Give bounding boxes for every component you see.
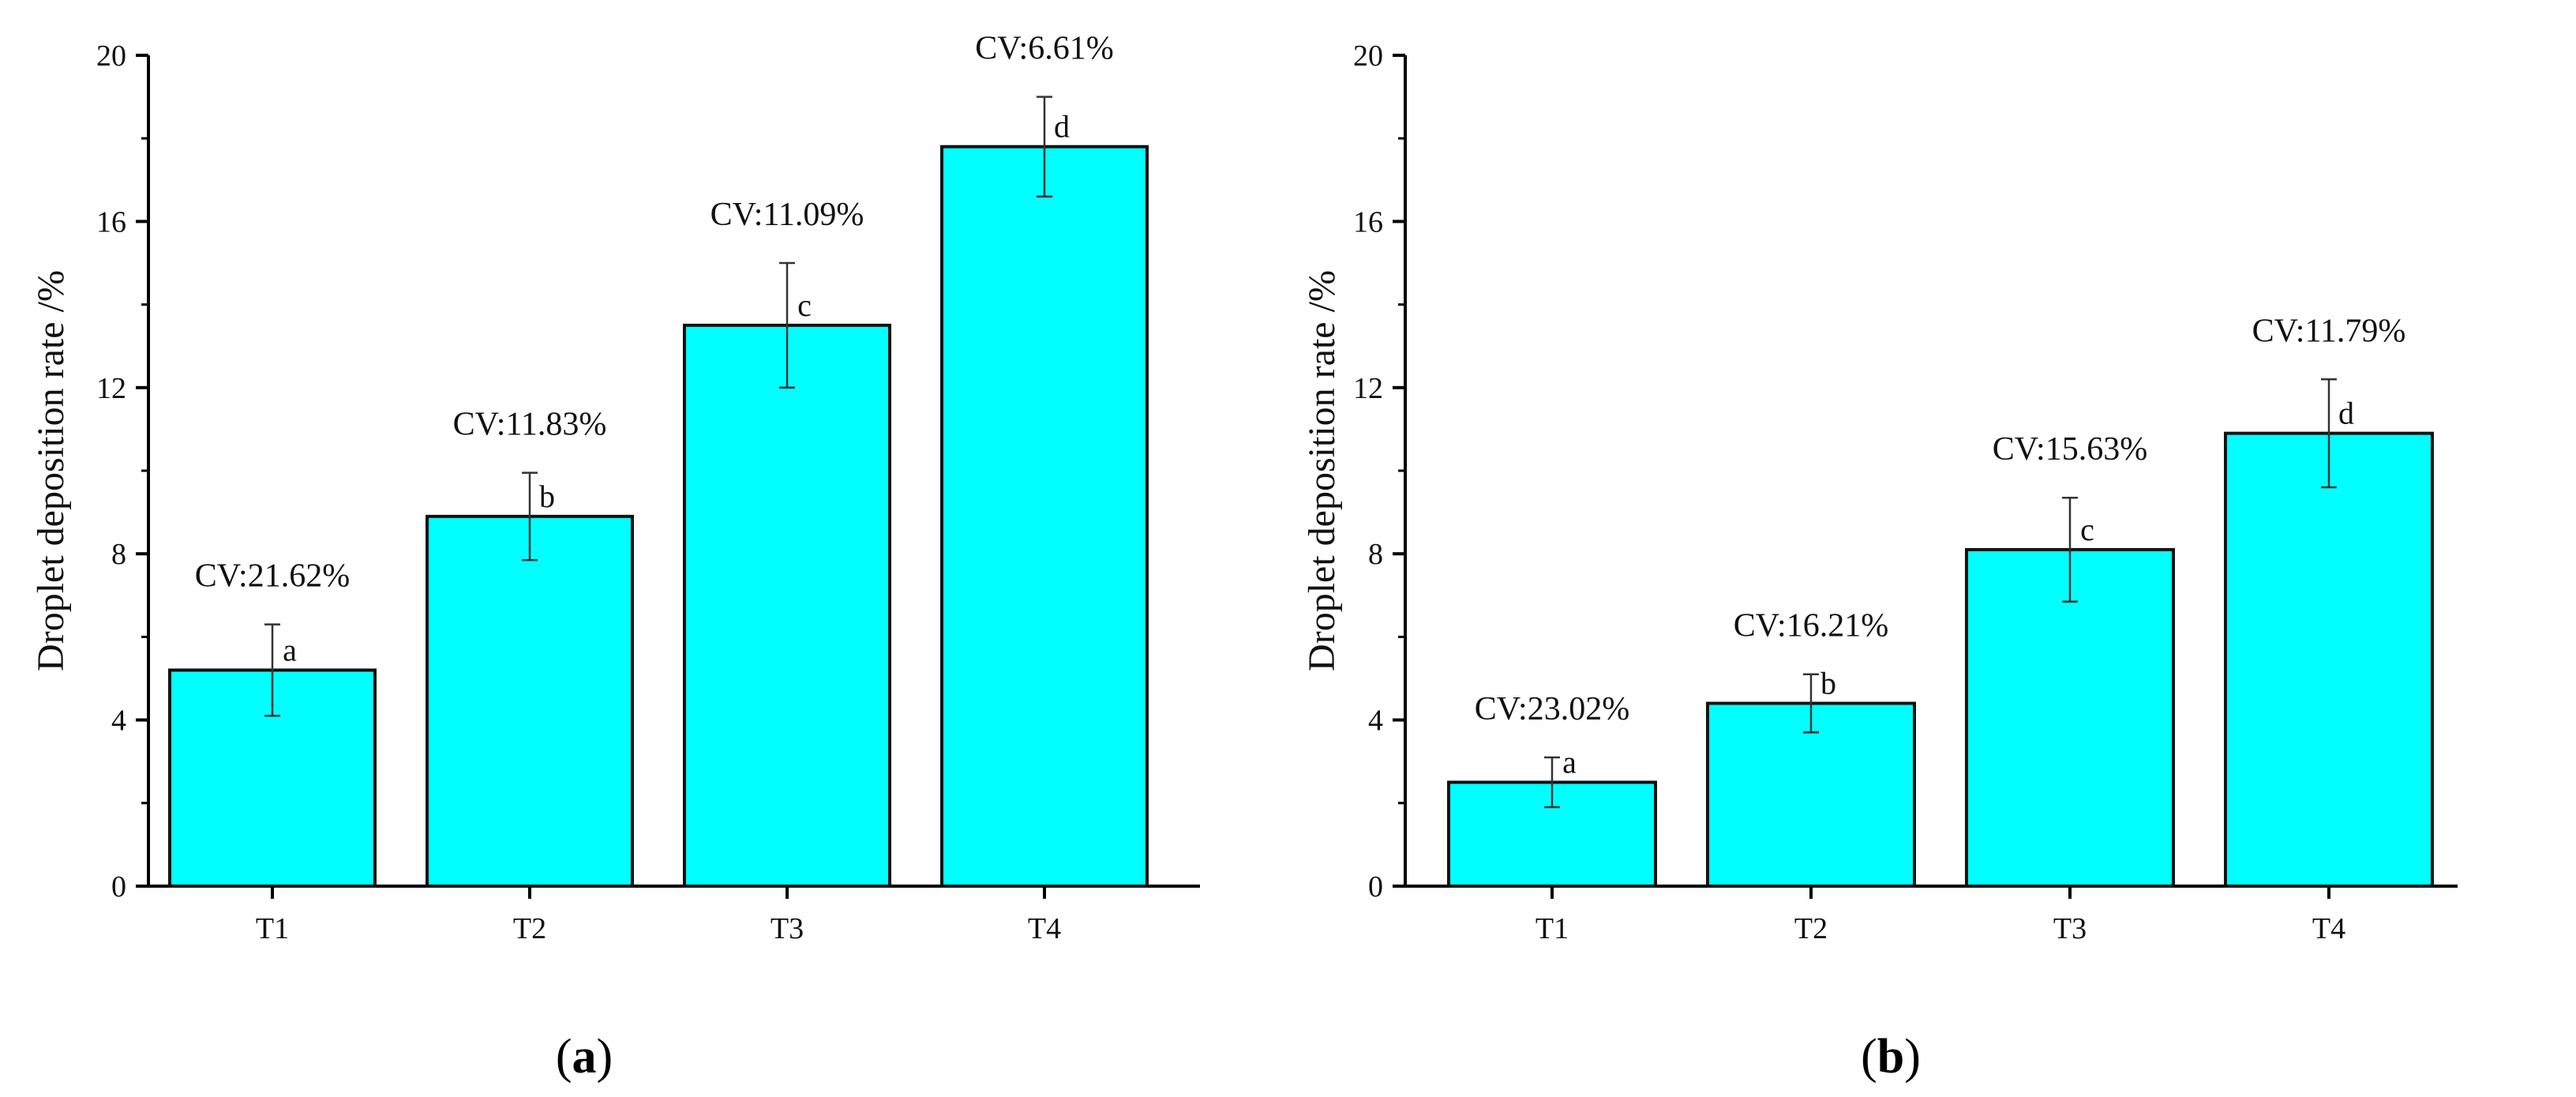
significance-label: c — [2080, 512, 2094, 547]
y-tick-label: 4 — [1368, 704, 1383, 738]
error-bar — [522, 471, 538, 562]
bar-t2 — [426, 514, 634, 888]
significance-label: b — [1820, 666, 1836, 701]
significance-label: a — [283, 632, 297, 667]
significance-label: b — [539, 479, 555, 514]
y-tick-label: 16 — [1353, 205, 1383, 239]
error-bar — [1803, 673, 1819, 734]
cv-label: CV:21.62% — [195, 558, 350, 595]
y-tick-label: 12 — [96, 372, 126, 405]
x-tick-label: T1 — [1535, 912, 1569, 945]
significance-label: a — [1562, 745, 1577, 780]
chart-panel-b: 0 4 8 12 16 20 Droplet deposition rate /% T1 a CV… — [1301, 39, 2458, 1084]
x-tick-label: T2 — [513, 912, 546, 945]
panel-label-close: ) — [597, 1030, 613, 1084]
cv-label: CV:11.79% — [2252, 313, 2406, 349]
x-tick-label: T3 — [771, 912, 804, 945]
error-bar — [2062, 496, 2078, 603]
cv-label: CV:15.63% — [1993, 431, 2147, 468]
panel-label: (a) — [556, 1030, 613, 1084]
error-bar — [2321, 378, 2337, 489]
cv-label: CV:16.21% — [1734, 608, 1888, 644]
panel-label-open: ( — [556, 1030, 572, 1084]
cv-label: CV:11.09% — [711, 197, 864, 233]
y-tick-label: 8 — [1368, 538, 1383, 571]
bar-t3 — [1965, 547, 2175, 888]
cv-label: CV:11.83% — [453, 407, 607, 443]
x-tick-label: T4 — [1028, 912, 1061, 945]
y-tick-label: 8 — [111, 538, 126, 571]
error-bar — [264, 623, 280, 717]
significance-label: d — [2338, 396, 2354, 431]
significance-label: c — [797, 287, 812, 323]
error-bar — [1544, 756, 1560, 809]
panel-label: (b) — [1861, 1030, 1921, 1084]
x-tick-label: T2 — [1794, 912, 1828, 945]
bar-t2 — [1706, 701, 1916, 888]
panel-label-close: ) — [1904, 1030, 1921, 1084]
y-axis-label: Droplet deposition rate /% — [30, 270, 72, 671]
significance-label: d — [1054, 109, 1070, 145]
x-tick-label: T3 — [2053, 912, 2087, 945]
panel-label-open: ( — [1861, 1030, 1877, 1084]
y-tick-label: 0 — [1368, 870, 1383, 904]
panel-label-letter: a — [572, 1030, 597, 1084]
x-tick-label: T4 — [2312, 912, 2345, 945]
chart-panel-a: 0 4 8 12 16 20 Droplet deposition rate /% T1 a CV… — [30, 31, 1200, 1084]
y-tick-label: 20 — [96, 39, 126, 73]
error-bar — [1037, 96, 1052, 198]
y-tick-label: 12 — [1353, 372, 1383, 405]
y-tick-label: 0 — [111, 870, 126, 904]
y-tick-label: 4 — [111, 704, 126, 738]
cv-label: CV:23.02% — [1475, 691, 1629, 727]
x-tick-label: T1 — [256, 912, 289, 945]
bar-t4 — [2224, 431, 2434, 888]
cv-label: CV:6.61% — [975, 31, 1113, 67]
bar-t3 — [683, 323, 891, 888]
y-axis-label: Droplet deposition rate /% — [1301, 270, 1343, 671]
bar-t4 — [940, 145, 1149, 888]
error-bar — [779, 261, 795, 389]
panel-label-letter: b — [1877, 1030, 1904, 1084]
y-tick-label: 16 — [96, 205, 126, 239]
y-tick-label: 20 — [1353, 39, 1383, 73]
